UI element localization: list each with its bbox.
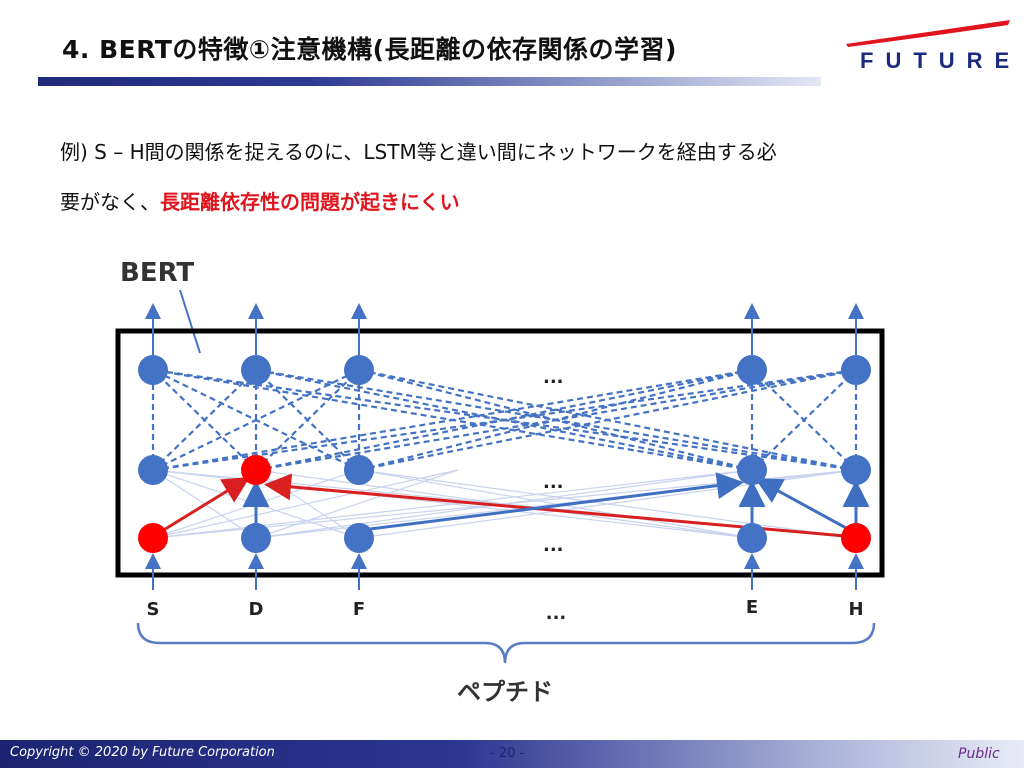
bert-box xyxy=(115,328,885,578)
node-bot-e xyxy=(737,523,767,553)
arrow-s-to-d xyxy=(161,476,251,533)
output-arrows xyxy=(145,303,864,355)
brace-label: ペプチド xyxy=(457,678,553,705)
node-mid-f xyxy=(344,455,374,485)
bert-attention-diagram: BERT xyxy=(115,258,885,705)
body-line-2: 要がなく、長距離依存性の問題が起きにくい xyxy=(60,186,460,215)
arrow-h-to-e xyxy=(754,478,849,531)
body-line-1: 例) S – H間の関係を捉えるのに、LSTM等と違い間にネットワークを経由する… xyxy=(60,140,777,164)
node-top-h xyxy=(841,355,871,385)
token-e: E xyxy=(746,597,758,618)
bottom-brace xyxy=(136,622,876,664)
footer-bar xyxy=(0,740,1024,768)
bottom-layer-nodes xyxy=(138,523,871,553)
ellipsis-bottom: ... xyxy=(543,535,564,556)
dashed-connections xyxy=(151,368,858,472)
future-logo xyxy=(846,20,1010,47)
node-top-e xyxy=(737,355,767,385)
arrow-f-to-e xyxy=(369,472,744,531)
body-line-2-plain: 要がなく、 xyxy=(60,190,160,214)
logo-swoosh xyxy=(846,20,1010,47)
ellipsis-top: ... xyxy=(543,367,564,388)
node-bot-d xyxy=(241,523,271,553)
node-mid-s xyxy=(138,455,168,485)
ellipsis-middle: ... xyxy=(543,472,564,493)
token-h: H xyxy=(848,599,863,620)
node-mid-h xyxy=(841,455,871,485)
node-bot-h xyxy=(841,523,871,553)
node-top-s xyxy=(138,355,168,385)
token-ellipsis: ... xyxy=(546,603,567,624)
copyright: Copyright © 2020 by Future Corporation xyxy=(10,745,275,760)
page-number: - 20 - xyxy=(490,746,525,761)
bert-pointer xyxy=(179,289,201,354)
slide-title: 4. BERTの特徴①注意機構(長距離の依存関係の学習) xyxy=(62,35,677,64)
middle-layer-nodes xyxy=(138,455,871,485)
token-d: D xyxy=(249,599,264,620)
token-s: S xyxy=(147,599,160,620)
node-bot-s xyxy=(138,523,168,553)
node-mid-e xyxy=(737,455,767,485)
body-line-2-highlight: 長距離依存性の問題が起きにくい xyxy=(160,190,460,214)
token-f: F xyxy=(353,599,365,620)
top-layer-nodes xyxy=(138,355,871,385)
title-underline xyxy=(38,77,821,86)
node-top-d xyxy=(241,355,271,385)
input-arrows xyxy=(145,553,864,590)
bert-label: BERT xyxy=(120,258,194,288)
node-bot-f xyxy=(344,523,374,553)
node-mid-d xyxy=(241,455,271,485)
node-top-f xyxy=(344,355,374,385)
logo-text: FUTURE xyxy=(860,48,1022,73)
classification-label: Public xyxy=(958,746,1000,762)
